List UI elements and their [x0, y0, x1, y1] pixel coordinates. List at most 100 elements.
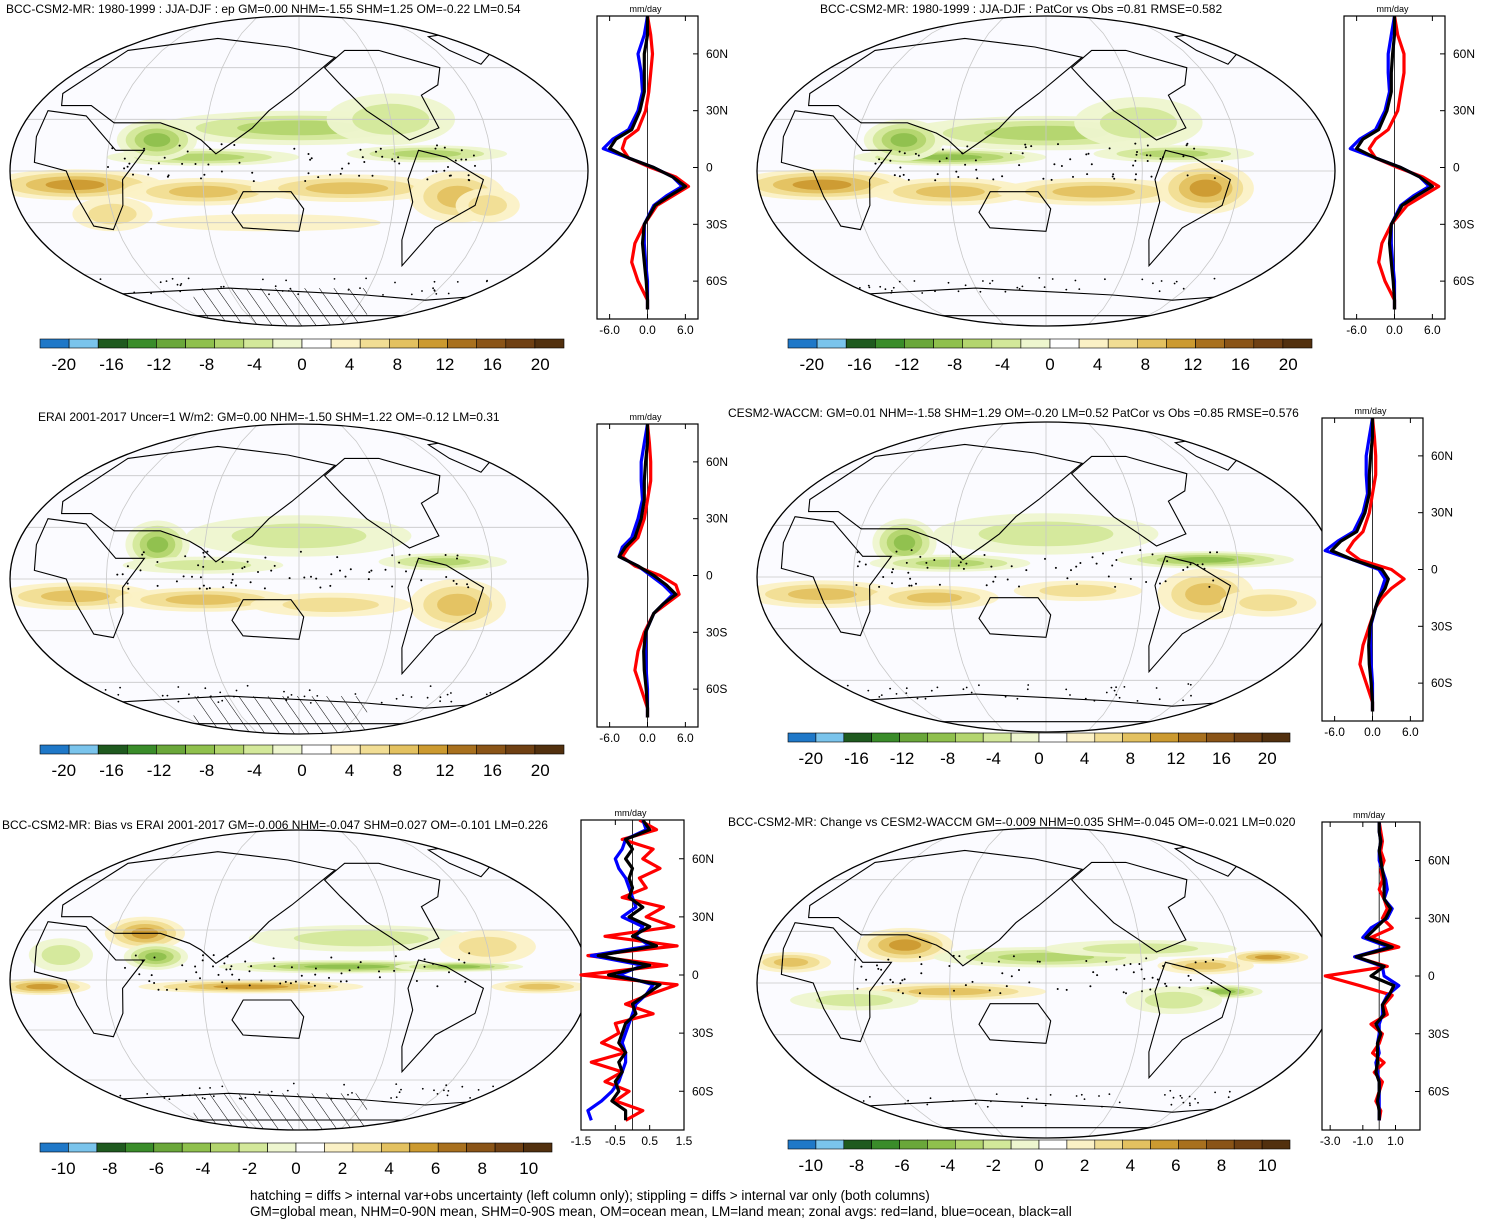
precip-anomaly-patch [1052, 185, 1136, 198]
colorbar-bin [816, 338, 847, 349]
colorbar-tick-label: 20 [1258, 749, 1277, 768]
panel-title: BCC-CSM2-MR: Bias vs ERAI 2001-2017 GM=-… [2, 818, 548, 832]
x-tick-label: 6.0 [677, 731, 694, 745]
colorbar-bin [330, 338, 361, 349]
colorbar: -20 -16 -12 -8 -4 0 4 8 12 16 20 [787, 732, 1291, 768]
colorbar-bin [1010, 1139, 1040, 1150]
map-border [756, 15, 1336, 327]
coastline-australia [978, 1003, 1052, 1044]
colorbar-bin [409, 1142, 439, 1153]
colorbar-bin [127, 744, 157, 755]
map-border [9, 423, 589, 735]
zonal-series-all [1355, 16, 1434, 310]
stippling [848, 142, 1244, 294]
x-tick-label: 6.0 [1424, 323, 1441, 337]
map-graticule-lon [1086, 828, 1143, 1138]
coastline-eurasia [60, 37, 337, 155]
colorbar-bin [933, 338, 963, 349]
colorbar-bin [494, 1142, 524, 1153]
y-tick-label: 30N [1431, 506, 1453, 520]
coastline-africa [33, 110, 146, 231]
map-graticule-lon [105, 830, 218, 1130]
precip-anomaly-patch [1185, 962, 1227, 970]
y-tick-label: 60S [706, 682, 727, 696]
unit-label: mm/day [1376, 4, 1409, 14]
colorbar-tick-label: 12 [1166, 749, 1185, 768]
colorbar-bin [534, 744, 565, 755]
panel-2: 60N 30N 0 30S 60S -6.0 0.0 6.0 mm/day -20 -16 -12 -8… [756, 2, 1475, 374]
map-graticule-lon [949, 16, 1006, 326]
colorbar-tick-label: -2 [242, 1159, 257, 1178]
world-map [756, 421, 1336, 733]
coastline-africa [33, 921, 146, 1038]
coastline-north-america [323, 457, 441, 549]
colorbar-tick-label: 0 [1034, 749, 1043, 768]
colorbar-tick-label: 8 [1141, 355, 1150, 374]
colorbar: -10 -8 -6 -4 -2 0 2 4 6 8 10 [39, 1142, 553, 1178]
y-tick-label: 30S [1428, 1027, 1449, 1041]
zonal-series-land [620, 424, 681, 718]
colorbar-bin [185, 338, 216, 349]
colorbar-bin [39, 1142, 69, 1153]
colorbar-bin [267, 1142, 297, 1153]
precip-anomaly-patch [906, 592, 962, 603]
coastline-australia [978, 597, 1052, 638]
colorbar-bin [1038, 1139, 1068, 1150]
colorbar-tick-label: 0 [1045, 355, 1054, 374]
coastline-eurasia [807, 849, 1084, 967]
colorbar-bin [899, 1139, 928, 1150]
zonal-series-all [1329, 418, 1390, 712]
coastline-africa [33, 518, 146, 639]
colorbar-tick-label: -12 [147, 761, 172, 780]
colorbar-tick-label: -16 [844, 749, 869, 768]
colorbar-bin [1261, 732, 1291, 743]
colorbar-bin [272, 744, 303, 755]
colorbar-bin [1049, 338, 1080, 349]
colorbar-bin [210, 1142, 240, 1153]
colorbar-tick-label: 12 [435, 355, 454, 374]
colorbar-bin [156, 338, 186, 349]
colorbar-bin [1178, 1139, 1207, 1150]
colorbar-bin [214, 338, 245, 349]
colorbar-tick-label: 4 [1126, 1156, 1135, 1175]
colorbar-bin [845, 338, 876, 349]
colorbar-bin [927, 732, 956, 743]
colorbar-tick-label: 8 [393, 761, 402, 780]
x-tick-label: 0.0 [1364, 725, 1381, 739]
stippling [846, 549, 1229, 702]
precip-anomaly-patch [792, 179, 852, 190]
colorbar-bin [96, 1142, 126, 1153]
map-graticule-lon [202, 830, 259, 1130]
colorbar-tick-label: -16 [847, 355, 872, 374]
coastline-eurasia [807, 443, 1084, 561]
colorbar-bin [1038, 732, 1068, 743]
precip-anomaly-patch [1039, 584, 1117, 597]
colorbar-bin [388, 338, 419, 349]
coastline-antarctica [848, 1099, 1244, 1129]
colorbar-tick-label: 4 [1080, 749, 1089, 768]
coastline-south-america [1148, 149, 1232, 268]
colorbar-bin [359, 744, 390, 755]
y-tick-label: 0 [1431, 563, 1438, 577]
coastline-north-america [1070, 49, 1188, 141]
y-tick-label: 30S [706, 217, 727, 231]
colorbar-tick-label: -4 [986, 749, 1001, 768]
zonal-mean-plot: 60N 30N 0 30S 60S -1.5 -0.5 0.5 1.5 mm/day [571, 808, 714, 1148]
precip-anomaly-patch [1189, 179, 1222, 197]
coastline-south-america [1148, 961, 1232, 1080]
y-tick-label: 60N [692, 852, 714, 866]
y-tick-label: 0 [706, 161, 713, 175]
colorbar-bin [301, 338, 332, 349]
colorbar-bin [1195, 338, 1225, 349]
colorbar-bin [1020, 338, 1051, 349]
colorbar-bin [505, 338, 536, 349]
coastline-south-america [401, 149, 485, 268]
panel-4: 60N 30N 0 30S 60S -6.0 0.0 6.0 mm/day -20 -16 -12 -8… [728, 406, 1453, 768]
colorbar-bin [243, 744, 274, 755]
x-tick-label: 6.0 [677, 323, 694, 337]
colorbar-tick-label: 8 [1217, 1156, 1226, 1175]
coastline-north-america [323, 49, 441, 141]
map-graticule-lon [852, 16, 965, 326]
precip-anomaly-patch [146, 536, 169, 553]
precip-anomaly-patch [1254, 954, 1282, 960]
